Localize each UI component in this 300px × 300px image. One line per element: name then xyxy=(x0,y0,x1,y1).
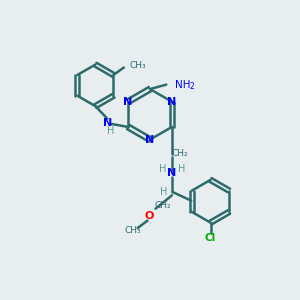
Text: N: N xyxy=(146,135,154,145)
Text: CH₃: CH₃ xyxy=(124,226,141,235)
Text: NH: NH xyxy=(175,80,191,90)
Text: CH₂: CH₂ xyxy=(154,201,171,210)
Text: H: H xyxy=(160,188,167,197)
Text: H: H xyxy=(159,164,167,175)
Text: N: N xyxy=(124,97,133,107)
Text: 2: 2 xyxy=(189,82,194,91)
Text: CH₃: CH₃ xyxy=(130,61,146,70)
Text: N: N xyxy=(103,118,112,128)
Text: H: H xyxy=(178,164,185,175)
Text: N: N xyxy=(167,168,176,178)
Text: N: N xyxy=(167,97,176,107)
Text: Cl: Cl xyxy=(205,233,216,243)
Text: CH₂: CH₂ xyxy=(172,149,188,158)
Text: H: H xyxy=(107,125,115,136)
Text: O: O xyxy=(145,211,154,221)
